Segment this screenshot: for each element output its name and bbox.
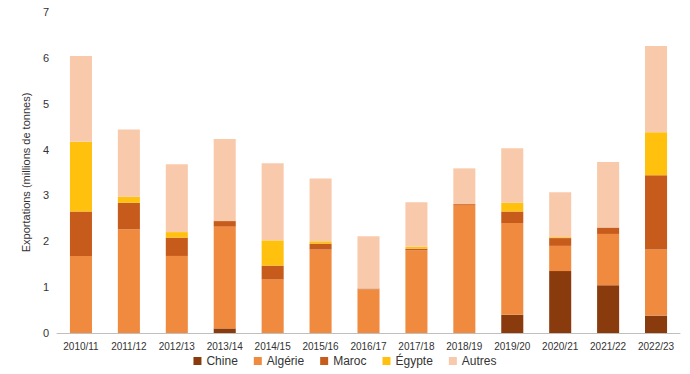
svg-text:2018/19: 2018/19 <box>446 341 483 352</box>
svg-text:Égypte: Égypte <box>396 353 434 368</box>
svg-text:4: 4 <box>43 144 49 156</box>
svg-text:7: 7 <box>43 6 49 18</box>
svg-text:2010/11: 2010/11 <box>63 341 99 352</box>
svg-text:2017/18: 2017/18 <box>398 341 435 352</box>
svg-text:1: 1 <box>43 281 49 293</box>
svg-text:Exportations (millions de tonn: Exportations (millions de tonnes) <box>20 93 32 253</box>
svg-text:2022/23: 2022/23 <box>638 341 675 352</box>
svg-text:5: 5 <box>43 98 49 110</box>
svg-text:2016/17: 2016/17 <box>350 341 387 352</box>
svg-text:2021/22: 2021/22 <box>590 341 627 352</box>
svg-text:Algérie: Algérie <box>267 354 305 368</box>
svg-text:Autres: Autres <box>462 354 497 368</box>
svg-text:2014/15: 2014/15 <box>255 341 292 352</box>
svg-text:2: 2 <box>43 235 49 247</box>
svg-text:2019/20: 2019/20 <box>494 341 531 352</box>
svg-text:2012/13: 2012/13 <box>159 341 196 352</box>
svg-text:0: 0 <box>43 327 49 339</box>
svg-text:2015/16: 2015/16 <box>302 341 339 352</box>
svg-text:2011/12: 2011/12 <box>111 341 147 352</box>
svg-text:3: 3 <box>43 189 49 201</box>
svg-text:Chine: Chine <box>206 354 238 368</box>
svg-text:2020/21: 2020/21 <box>542 341 579 352</box>
svg-text:Maroc: Maroc <box>333 354 366 368</box>
svg-text:6: 6 <box>43 52 49 64</box>
svg-text:2013/14: 2013/14 <box>207 341 244 352</box>
